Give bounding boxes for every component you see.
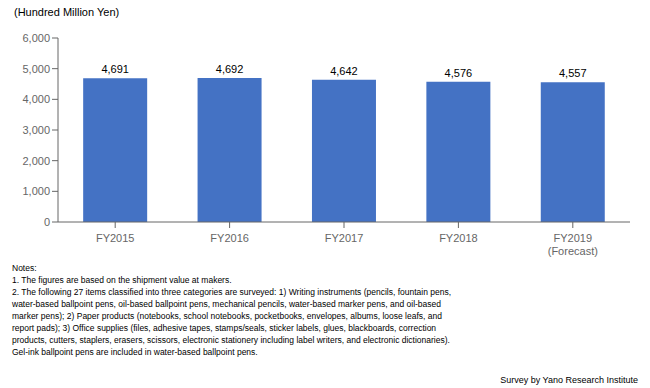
html-text:products, cutters, staplers, e: products, cutters, staplers, erasers, sc… [12,335,450,345]
svg-text:4,000: 4,000 [22,93,50,105]
svg-text:FY2016: FY2016 [210,232,249,244]
html-text:marker pens); 2) Paper product: marker pens); 2) Paper products (noteboo… [12,311,442,321]
svg-text:FY2017: FY2017 [325,232,364,244]
svg-text:2,000: 2,000 [22,155,50,167]
svg-text:4,691: 4,691 [101,63,129,75]
svg-text:FY2015: FY2015 [96,232,135,244]
html-text:Survey by Yano Research Instit: Survey by Yano Research Institute [500,375,638,385]
svg-text:4,557: 4,557 [559,67,587,79]
svg-text:FY2018: FY2018 [439,232,478,244]
svg-text:0: 0 [44,216,50,228]
svg-text:1,000: 1,000 [22,185,50,197]
html-text:report pads); 3) Office suppli: report pads); 3) Office supplies (files,… [12,323,437,333]
svg-text:4,692: 4,692 [216,63,244,75]
svg-text:FY2019(Forecast): FY2019(Forecast) [548,232,598,257]
svg-text:3,000: 3,000 [22,124,50,136]
svg-text:6,000: 6,000 [22,32,50,44]
svg-text:4,576: 4,576 [445,67,473,79]
html-text:Notes:: Notes: [12,263,37,273]
html-text:(Hundred Million Yen): (Hundred Million Yen) [14,6,120,18]
html-text:2. The following 27 items clas: 2. The following 27 items classified int… [12,287,452,297]
svg-text:5,000: 5,000 [22,63,50,75]
html-text:Gel-ink ballpoint pens are inc: Gel-ink ballpoint pens are included in w… [12,347,258,357]
html-text:1. The figures are based on th: 1. The figures are based on the shipment… [12,275,232,285]
html-text:water-based ballpoint pens, oi: water-based ballpoint pens, oil-based ba… [12,299,441,309]
svg-text:4,642: 4,642 [330,65,358,77]
